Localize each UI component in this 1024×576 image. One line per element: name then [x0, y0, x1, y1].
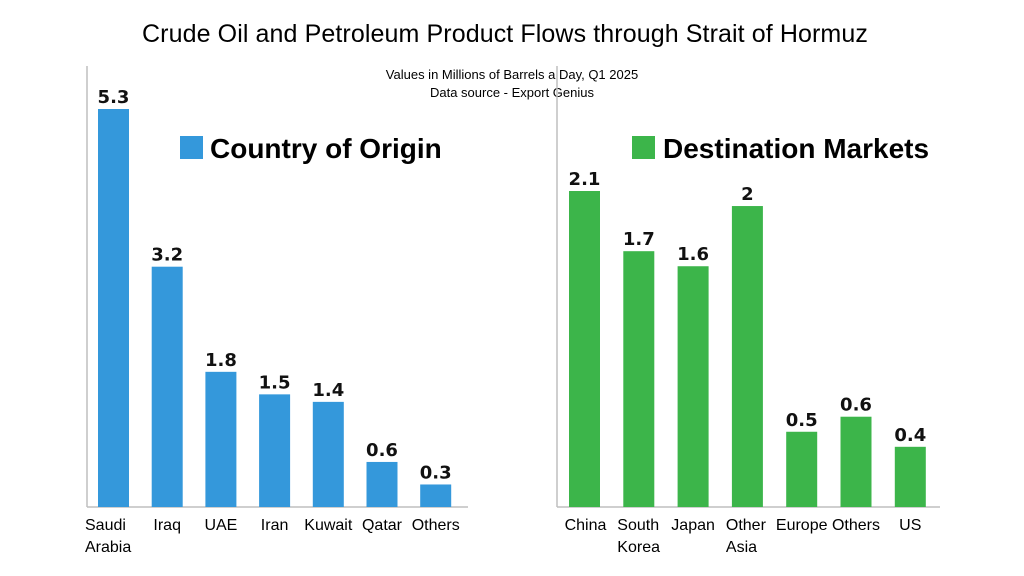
- chart-subtitle: Values in Millions of Barrels a Day, Q1 …: [0, 66, 1024, 102]
- category-label: Asia: [726, 539, 757, 556]
- category-label: Iraq: [153, 517, 181, 534]
- category-label: Europe: [776, 517, 828, 534]
- data-label: 2.1: [569, 169, 601, 190]
- data-label: 0.3: [420, 462, 452, 483]
- data-label: 2: [741, 184, 754, 205]
- data-label: 1.6: [677, 244, 709, 265]
- bar: [366, 461, 398, 507]
- bar: [677, 266, 709, 507]
- subtitle-line: Values in Millions of Barrels a Day, Q1 …: [385, 67, 639, 82]
- bar: [151, 266, 183, 507]
- category-label: Others: [412, 517, 460, 534]
- data-label: 1.7: [623, 229, 655, 250]
- origin-chart: Country of Origin 5.3 Saudi Arabia 3.2 Iraq 1.…: [85, 66, 468, 556]
- destination-chart: Destination Markets 2.1 China 1.7 South Korea…: [556, 66, 940, 556]
- data-label: 1.8: [205, 350, 237, 371]
- bar: [786, 431, 818, 507]
- category-label: China: [565, 517, 607, 534]
- data-label: 0.6: [366, 440, 398, 461]
- category-label: Kuwait: [304, 517, 353, 534]
- bar: [205, 371, 237, 507]
- chart-title: Crude Oil and Petroleum Product Flows th…: [142, 20, 868, 48]
- category-label: Other: [726, 517, 767, 534]
- bar: [731, 206, 763, 508]
- bar: [623, 251, 655, 507]
- bar: [420, 484, 452, 507]
- category-label: Iran: [261, 517, 289, 534]
- category-label: Saudi: [85, 517, 126, 534]
- legend-swatch: [632, 136, 655, 159]
- category-label: South: [617, 517, 659, 534]
- bar: [98, 109, 129, 507]
- category-label: Korea: [617, 539, 660, 556]
- bar: [840, 416, 872, 507]
- bar: [259, 394, 291, 507]
- category-label: Others: [832, 517, 880, 534]
- data-label: 0.5: [786, 410, 818, 431]
- data-label: 1.5: [259, 372, 291, 393]
- data-label: 0.6: [840, 395, 872, 416]
- bar: [569, 191, 600, 507]
- data-label: 5.3: [98, 87, 130, 108]
- category-label: Qatar: [362, 517, 403, 534]
- legend-swatch: [180, 136, 203, 159]
- category-label: Japan: [671, 517, 715, 534]
- bar: [312, 401, 344, 507]
- subtitle-line: Data source - Export Genius: [429, 85, 595, 100]
- legend-label: Destination Markets: [663, 133, 929, 164]
- bar: [894, 446, 926, 507]
- data-label: 0.4: [894, 425, 926, 446]
- category-label: US: [899, 517, 921, 534]
- category-label: UAE: [204, 517, 237, 534]
- category-label: Arabia: [85, 539, 131, 556]
- data-label: 3.2: [151, 245, 183, 266]
- legend-label: Country of Origin: [210, 133, 442, 164]
- data-label: 1.4: [312, 380, 344, 401]
